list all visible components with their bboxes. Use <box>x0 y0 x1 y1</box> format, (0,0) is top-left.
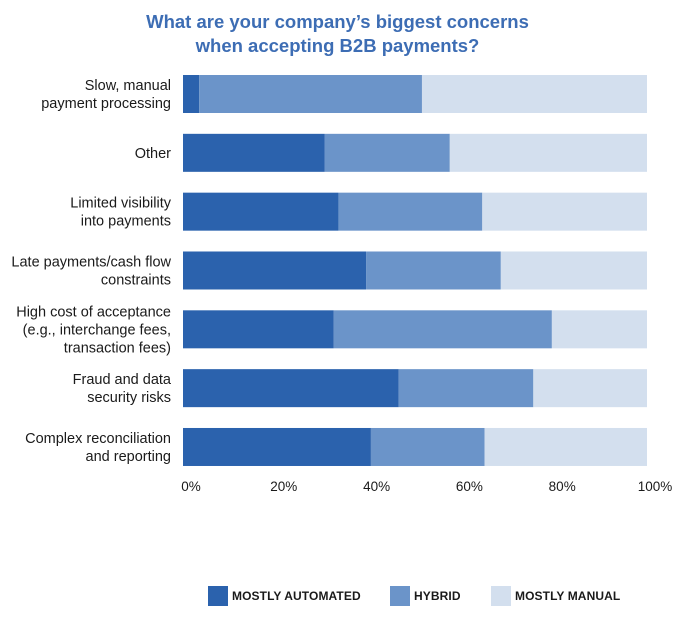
legend-item-hybrid: HYBRID <box>390 585 461 607</box>
bar-limited-visibility-mostly-manual <box>482 192 647 231</box>
category-label-late-payments-line-1: Late payments/cash flow <box>11 254 171 270</box>
chart-title-line-2: when accepting B2B payments? <box>195 35 480 56</box>
category-label-high-cost-line-3: transaction fees) <box>64 340 171 356</box>
bar-slow-manual-mostly-manual <box>421 75 647 113</box>
chart-title-line-1: What are your company’s biggest concerns <box>146 11 529 32</box>
category-label-limited-visibility: Limited visibility into payments <box>70 196 171 230</box>
category-label-fraud-line-1: Fraud and data <box>73 372 172 388</box>
legend-label-mostly-manual: MOSTLY MANUAL <box>515 589 621 603</box>
chart-legend: MOSTLY AUTOMATED HYBRID MOSTLY MANUAL <box>0 585 675 607</box>
bar-fraud-mostly-manual <box>533 369 647 408</box>
bar-reconciliation-mostly-manual <box>484 427 647 466</box>
bar-slow-manual-mostly-automated <box>183 75 200 113</box>
category-label-limited-visibility-line-2: into payments <box>81 214 171 230</box>
bar-reconciliation-hybrid <box>370 427 485 466</box>
category-label-other: Other <box>135 146 171 162</box>
category-label-late-payments: Late payments/cash flow constraints <box>11 254 171 288</box>
bar-other-mostly-automated <box>183 133 325 172</box>
bar-other-mostly-manual <box>449 133 647 172</box>
legend-swatch-mostly-automated <box>208 586 228 606</box>
category-label-high-cost-line-1: High cost of acceptance <box>16 304 171 320</box>
legend-swatch-mostly-manual <box>491 586 511 606</box>
bar-limited-visibility-mostly-automated <box>183 192 339 231</box>
category-label-reconciliation: Complex reconciliation and reporting <box>25 431 171 465</box>
legend-label-hybrid: HYBRID <box>414 589 461 603</box>
bar-late-payments-mostly-manual <box>500 251 647 290</box>
bar-fraud-mostly-automated <box>183 369 399 408</box>
category-label-other-line-1: Other <box>135 146 171 162</box>
chart-title: What are your company’s biggest concerns… <box>0 10 675 58</box>
bar-late-payments-mostly-automated <box>183 251 367 290</box>
x-tick-label-2: 40% <box>363 479 390 494</box>
category-label-slow-manual: Slow, manual payment processing <box>41 78 171 112</box>
bar-limited-visibility-hybrid <box>338 192 483 231</box>
category-label-limited-visibility-line-1: Limited visibility <box>70 196 171 212</box>
bar-late-payments-hybrid <box>366 251 501 290</box>
category-label-high-cost: High cost of acceptance (e.g., interchang… <box>16 304 171 356</box>
category-label-slow-manual-line-1: Slow, manual <box>85 78 171 94</box>
legend-swatch-hybrid <box>390 586 410 606</box>
x-tick-label-5: 100% <box>638 479 673 494</box>
category-label-reconciliation-line-1: Complex reconciliation <box>25 431 171 447</box>
legend-item-mostly-automated: MOSTLY AUTOMATED <box>208 585 361 607</box>
category-label-fraud-line-2: security risks <box>87 390 171 406</box>
bar-high-cost-mostly-manual <box>551 310 647 349</box>
x-tick-label-1: 20% <box>270 479 297 494</box>
x-tick-label-0: 0% <box>181 479 201 494</box>
bar-other-hybrid <box>324 133 450 172</box>
category-label-late-payments-line-2: constraints <box>101 272 171 288</box>
category-label-high-cost-line-2: (e.g., interchange fees, <box>23 322 171 338</box>
bar-high-cost-hybrid <box>333 310 552 349</box>
x-tick-label-4: 80% <box>549 479 576 494</box>
category-label-reconciliation-line-2: and reporting <box>86 449 171 465</box>
stacked-bar-chart: Slow, manual payment processing Other Limit… <box>11 75 673 494</box>
legend-label-mostly-automated: MOSTLY AUTOMATED <box>232 589 361 603</box>
bar-fraud-hybrid <box>398 369 534 408</box>
bar-high-cost-mostly-automated <box>183 310 334 349</box>
category-label-fraud: Fraud and data security risks <box>73 372 172 406</box>
legend-item-mostly-manual: MOSTLY MANUAL <box>491 585 620 607</box>
bar-slow-manual-hybrid <box>199 75 422 113</box>
bar-reconciliation-mostly-automated <box>183 427 371 466</box>
x-tick-label-3: 60% <box>456 479 483 494</box>
category-label-slow-manual-line-2: payment processing <box>41 96 171 112</box>
